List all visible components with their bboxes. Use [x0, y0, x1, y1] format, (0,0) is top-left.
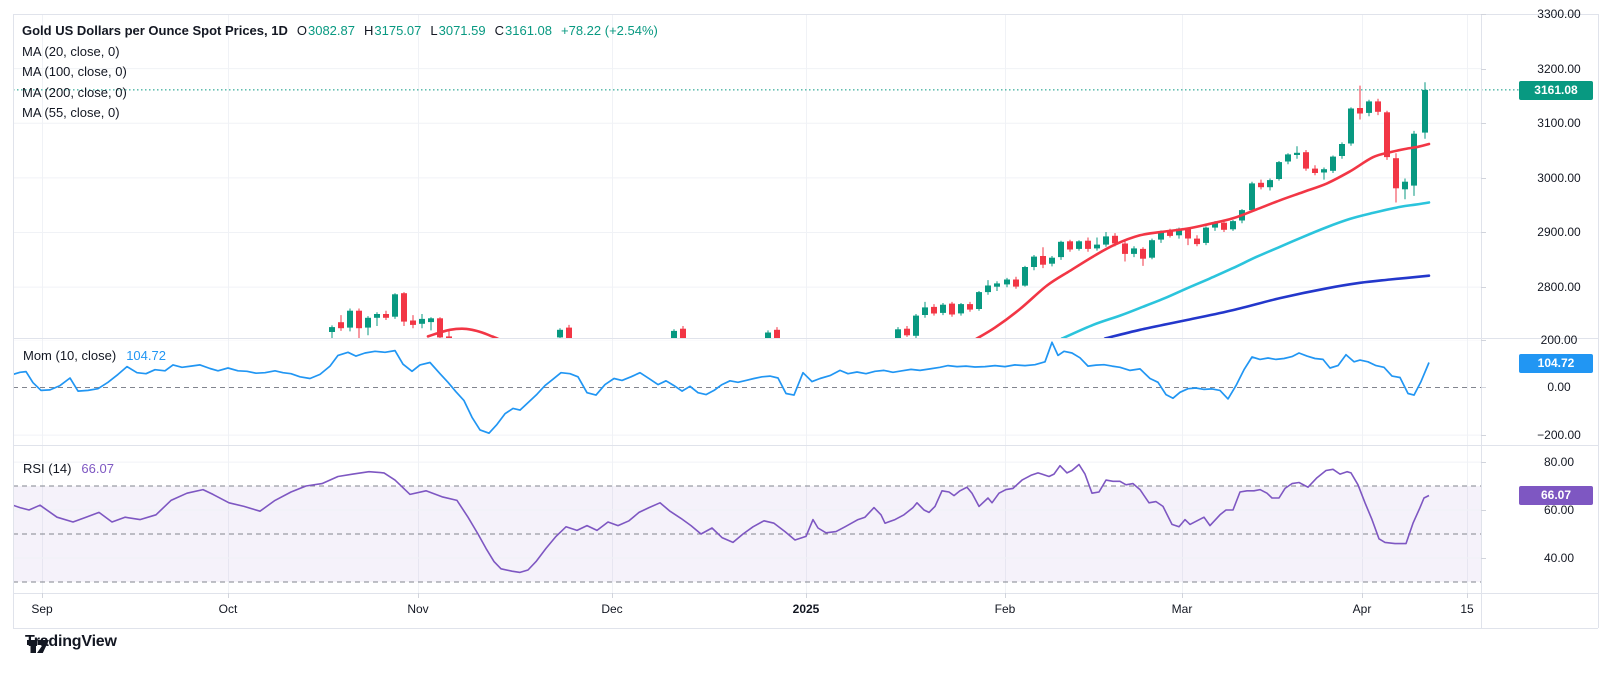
symbol-title-row[interactable]: Gold US Dollars per Ounce Spot Prices, 1…	[22, 23, 658, 38]
price-scale-label: −200.00	[1537, 428, 1581, 442]
tradingview-logo[interactable]: TradingView	[25, 633, 117, 653]
momentum-value: 104.72	[126, 348, 166, 363]
symbol-title[interactable]: Gold US Dollars per Ounce Spot Prices, 1…	[22, 23, 288, 38]
legend-item-ma[interactable]: MA (55, close, 0)	[22, 105, 120, 121]
time-scale-label: Oct	[218, 602, 238, 616]
price-scale-label: 200.00	[1540, 333, 1578, 347]
tradingview-logo-text: TradingView	[25, 633, 117, 650]
price-scale-label: 3100.00	[1537, 116, 1581, 130]
rsi-value: 66.07	[81, 461, 114, 476]
price-scale-label: 3000.00	[1537, 171, 1581, 185]
ohlc-letter: C	[494, 23, 504, 38]
ohlc-value: 3071.59	[438, 23, 486, 38]
rsi-legend[interactable]: RSI (14) 66.07	[23, 461, 114, 477]
rsi-badge: 66.07	[1519, 486, 1593, 505]
momentum-label: Mom (10, close)	[23, 348, 117, 363]
legend-item-ma[interactable]: MA (100, close, 0)	[22, 64, 127, 80]
time-scale-label: Feb	[994, 602, 1016, 616]
price-scale-label: 60.00	[1543, 503, 1575, 517]
price-scale-label: 2900.00	[1537, 225, 1581, 239]
time-scale-label: Nov	[407, 602, 429, 616]
price-scale-label: 3300.00	[1537, 7, 1581, 21]
ohlc-letter: L	[430, 23, 438, 38]
price-scale-label: 2800.00	[1537, 280, 1581, 294]
last-price-badge: 3161.08	[1519, 81, 1593, 100]
time-scale-label: Dec	[601, 602, 623, 616]
momentum-badge: 104.72	[1519, 354, 1593, 373]
price-scale-label: 3200.00	[1537, 62, 1581, 76]
change-value: +78.22 (+2.54%)	[561, 23, 658, 38]
price-scale-label: 40.00	[1543, 551, 1575, 565]
price-scale-label: 80.00	[1543, 455, 1575, 469]
ohlc-letter: H	[363, 23, 374, 38]
time-scale-label: 2025	[792, 602, 820, 616]
time-scale-label: Mar	[1171, 602, 1193, 616]
ohlc-letter: O	[296, 23, 307, 38]
tradingview-logo-icon	[27, 640, 49, 653]
legend-item-ma[interactable]: MA (20, close, 0)	[22, 44, 120, 59]
momentum-legend[interactable]: Mom (10, close) 104.72	[23, 348, 166, 364]
time-scale-label: Sep	[31, 602, 53, 616]
ohlc-value: 3175.07	[374, 23, 422, 38]
rsi-label: RSI (14)	[23, 461, 72, 476]
ohlc-value: 3082.87	[307, 23, 355, 38]
time-scale-label: 15	[1460, 602, 1474, 616]
ohlc-values: O3082.87 H3175.07 L3071.59 C3161.08	[288, 23, 552, 38]
price-scale-label: 0.00	[1547, 380, 1571, 394]
legend-item-ma[interactable]: MA (200, close, 0)	[22, 84, 127, 100]
ohlc-value: 3161.08	[505, 23, 552, 38]
time-scale-label: Apr	[1352, 602, 1372, 616]
